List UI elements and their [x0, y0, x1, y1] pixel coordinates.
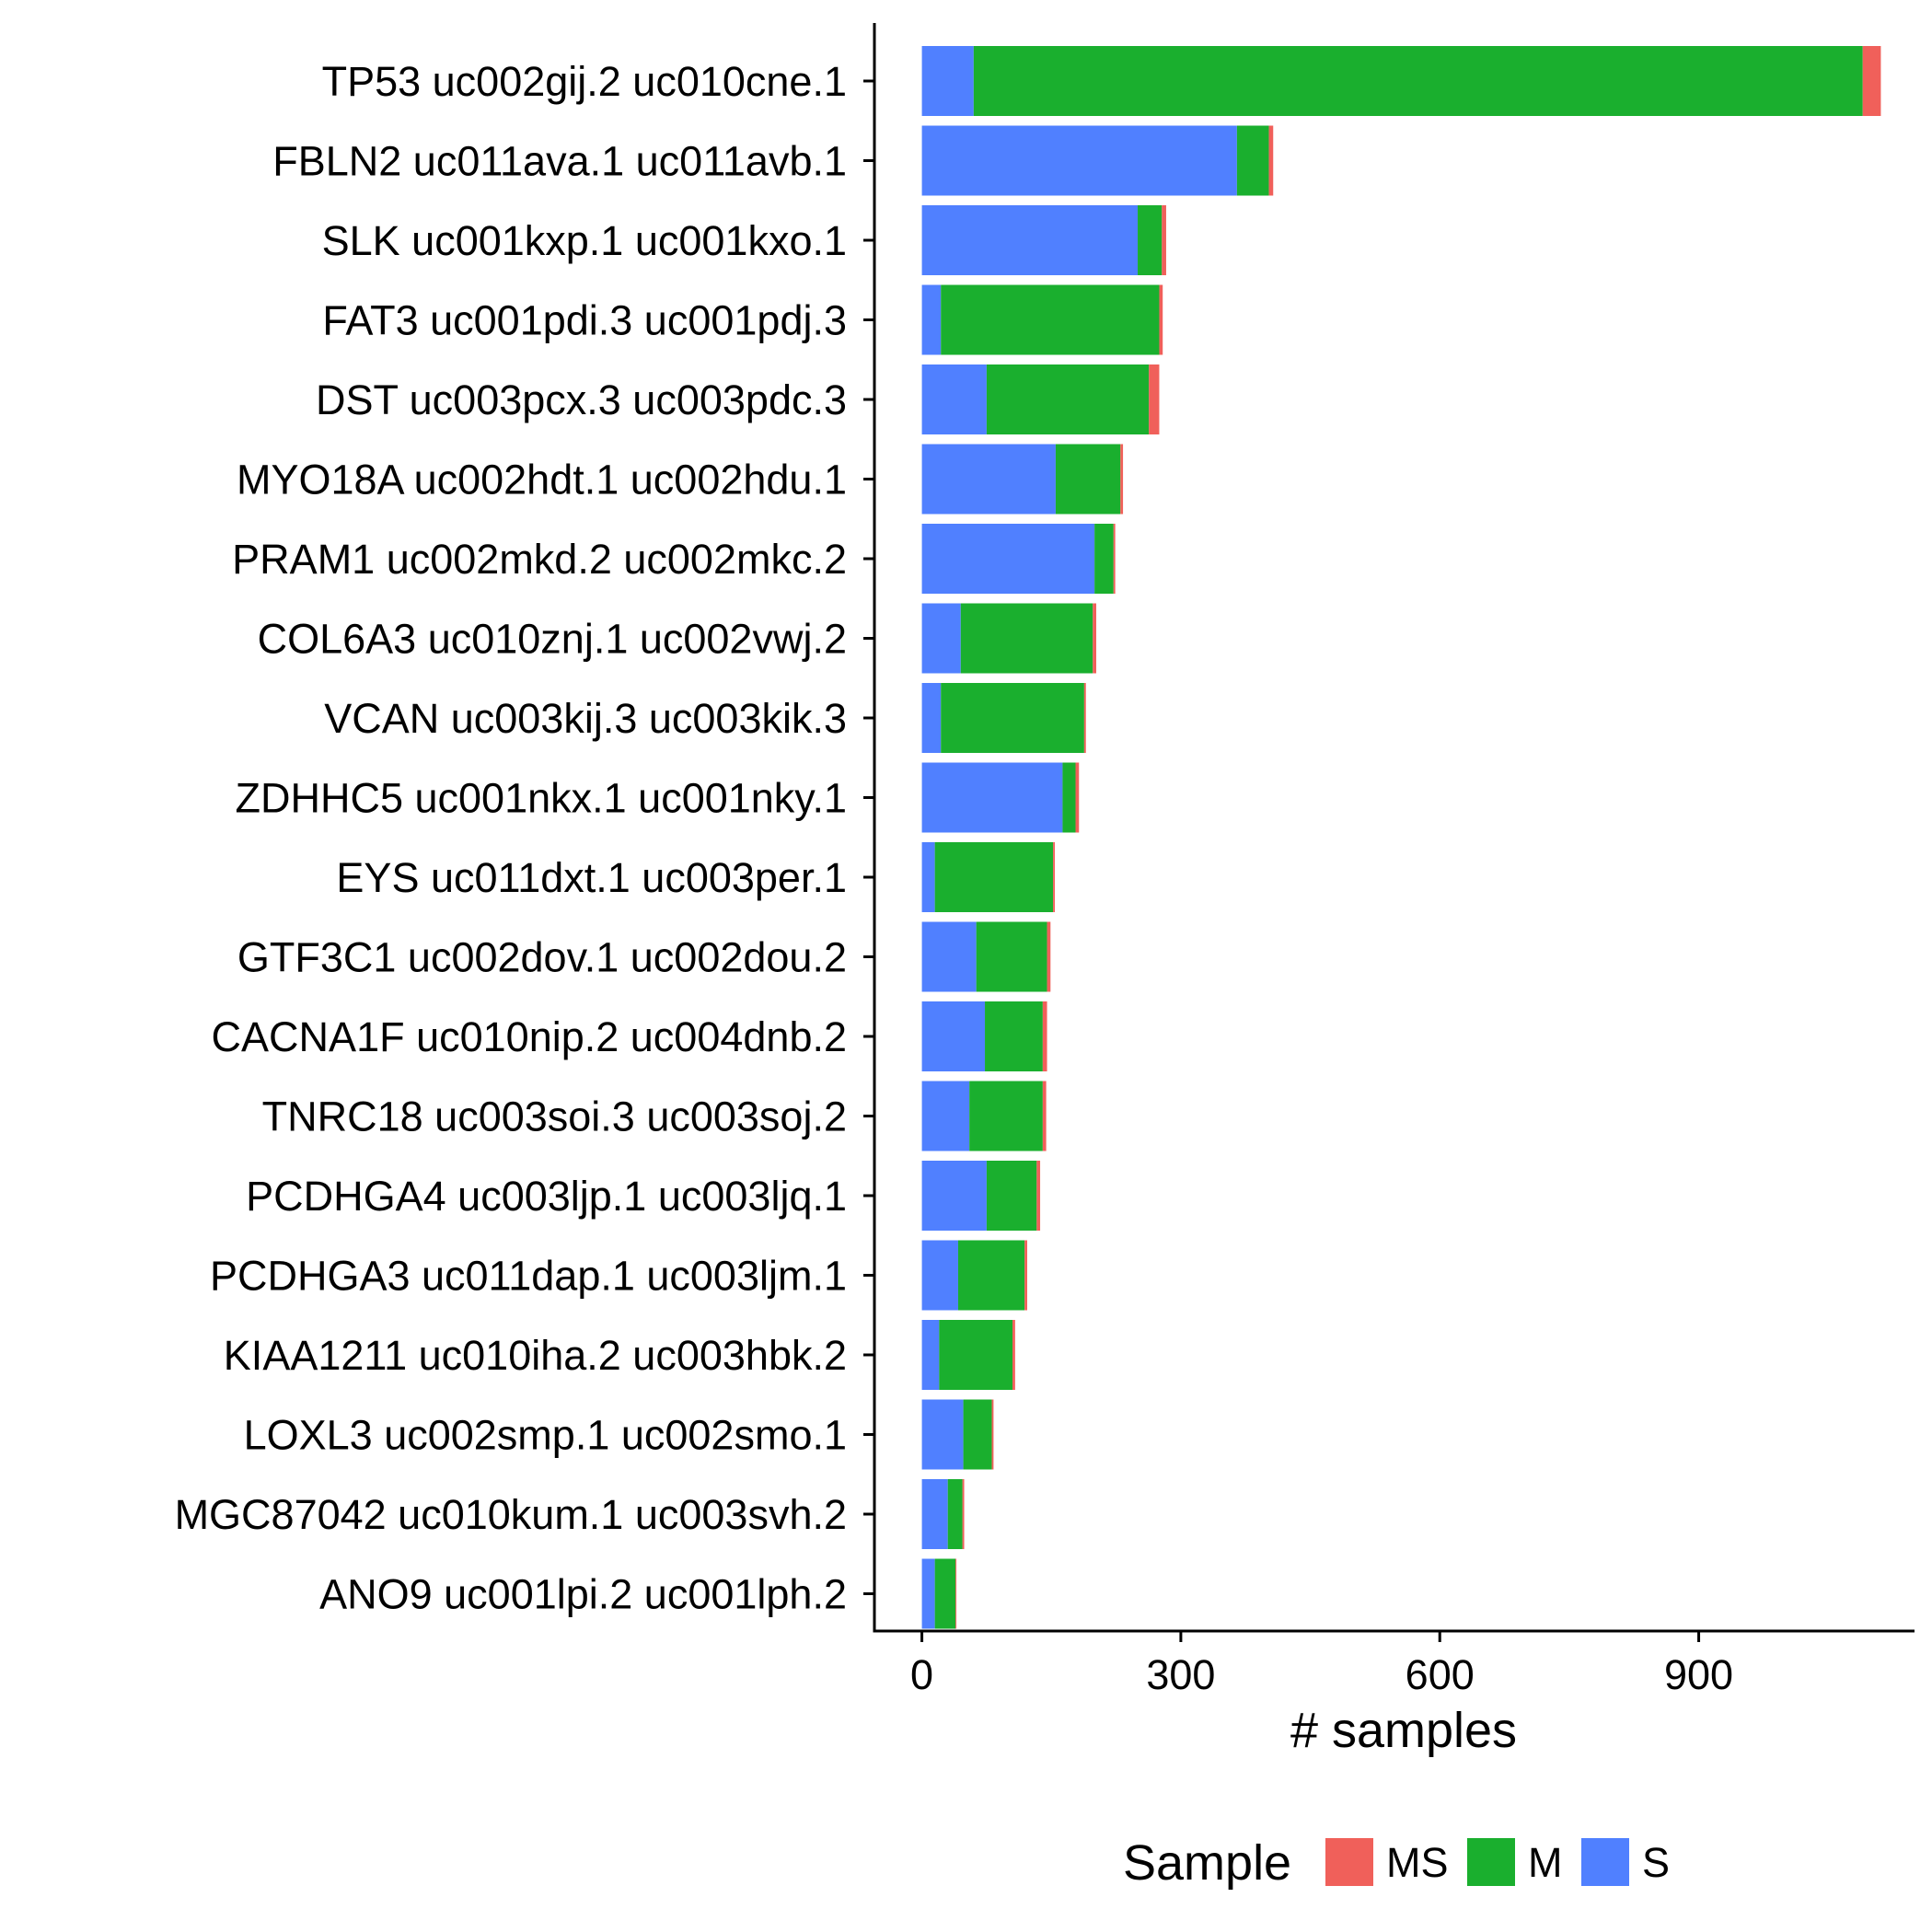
category-label: ZDHHC5 uc001nkx.1 uc001nky.1 — [236, 775, 848, 822]
legend: Sample MS M S — [1123, 1835, 1670, 1891]
bar-segment — [1083, 683, 1086, 753]
bar-segment — [1036, 1161, 1041, 1231]
legend-label-s: S — [1642, 1839, 1670, 1886]
bar-segment — [921, 205, 1139, 275]
bar-segment — [947, 1479, 963, 1549]
bar-segment — [1149, 364, 1160, 434]
bar-segment — [1120, 444, 1124, 515]
bar-segment — [986, 1161, 1037, 1231]
category-label: MYO18A uc002hdt.1 uc002hdu.1 — [237, 457, 847, 503]
bar-segment — [1138, 205, 1163, 275]
bar-segment — [921, 1558, 935, 1629]
bar-segment — [1075, 762, 1080, 833]
category-label: TNRC18 uc003soi.3 uc003soj.2 — [262, 1093, 847, 1140]
axes-layer — [863, 23, 1915, 1633]
bar-segment — [1047, 921, 1051, 992]
bar-segment — [1042, 1081, 1047, 1151]
bar-segment — [921, 524, 1095, 594]
category-label: GTF3C1 uc002dov.1 uc002dou.2 — [237, 934, 847, 981]
bar-segment — [973, 46, 1863, 116]
bar-segment — [941, 284, 1160, 355]
bar-segment — [921, 603, 961, 674]
bar-segment — [921, 842, 935, 912]
bar-segment — [921, 1081, 970, 1151]
category-label: SLK uc001kxp.1 uc001kxo.1 — [322, 217, 847, 264]
category-label: KIAA1211 uc010iha.2 uc003hbk.2 — [224, 1332, 847, 1379]
bar-segment — [991, 1399, 994, 1470]
legend-title: Sample — [1123, 1835, 1291, 1891]
bar-segment — [1268, 125, 1274, 196]
bar-segment — [969, 1081, 1043, 1151]
category-label: FAT3 uc001pdi.3 uc001pdj.3 — [322, 297, 847, 344]
bar-segment — [939, 1320, 1013, 1390]
bar-segment — [921, 1161, 987, 1231]
category-label: VCAN uc003kij.3 uc003kik.3 — [324, 695, 847, 742]
bar-segment — [921, 1399, 964, 1470]
legend-key-ms — [1325, 1838, 1373, 1886]
bar-segment — [962, 1479, 965, 1549]
x-tick-label: 600 — [1406, 1651, 1475, 1698]
bar-segment — [1113, 524, 1116, 594]
bar-segment — [921, 683, 942, 753]
category-label: EYS uc011dxt.1 uc003per.1 — [336, 854, 847, 901]
bar-segment — [985, 1001, 1043, 1071]
category-label: PCDHGA3 uc011dap.1 uc003ljm.1 — [210, 1253, 847, 1300]
category-label: LOXL3 uc002smp.1 uc002smo.1 — [244, 1412, 847, 1459]
category-labels: TP53 uc002gij.2 uc010cne.1 FBLN2 uc011ava… — [175, 58, 847, 1618]
bar-segment — [921, 125, 1237, 196]
category-label: FBLN2 uc011ava.1 uc011avb.1 — [272, 138, 847, 185]
legend-label-m: M — [1528, 1839, 1563, 1886]
x-tick-label: 900 — [1664, 1651, 1733, 1698]
bar-segment — [921, 921, 977, 992]
category-label: ANO9 uc001lpi.2 uc001lph.2 — [319, 1571, 847, 1618]
bar-segment — [963, 1399, 992, 1470]
bar-segment — [921, 444, 1056, 515]
legend-key-m — [1467, 1838, 1515, 1886]
bar-segment — [921, 1001, 986, 1071]
x-tick-label: 0 — [910, 1651, 933, 1698]
x-tick-label: 300 — [1146, 1651, 1215, 1698]
category-label: TP53 uc002gij.2 uc010cne.1 — [322, 58, 847, 105]
bar-segment — [921, 364, 987, 434]
bar-segment — [955, 1558, 957, 1629]
bar-segment — [1024, 1240, 1027, 1311]
bar-segment — [1062, 762, 1076, 833]
bar-segment — [986, 364, 1150, 434]
bar-segment — [921, 284, 942, 355]
bar-segment — [921, 762, 1063, 833]
bar-segment — [941, 683, 1084, 753]
legend-label-ms: MS — [1386, 1839, 1449, 1886]
bar-segment — [1862, 46, 1881, 116]
category-label: PCDHGA4 uc003ljp.1 uc003ljq.1 — [246, 1173, 847, 1220]
bar-segment — [1236, 125, 1269, 196]
category-label: COL6A3 uc010znj.1 uc002vwj.2 — [258, 616, 847, 663]
bar-segment — [957, 1240, 1025, 1311]
x-axis-title: # samples — [1290, 1703, 1517, 1758]
x-axis-ticks: 0 300 600 900 — [910, 1631, 1733, 1698]
bar-segment — [976, 921, 1047, 992]
bar-segment — [1042, 1001, 1047, 1071]
bar-segment — [921, 1320, 940, 1390]
bar-segment — [921, 1479, 948, 1549]
bar-segment — [934, 1558, 956, 1629]
bar-segment — [960, 603, 1093, 674]
bar-segment — [934, 842, 1054, 912]
bar-segment — [1055, 444, 1121, 515]
bar-segment — [1094, 524, 1114, 594]
bar-segment — [1159, 284, 1163, 355]
category-label: MGC87042 uc010kum.1 uc003svh.2 — [175, 1491, 847, 1538]
bar-segment — [1053, 842, 1055, 912]
bars-layer — [921, 46, 1881, 1629]
bar-segment — [921, 1240, 958, 1311]
legend-key-s — [1581, 1838, 1629, 1886]
category-label: PRAM1 uc002mkd.2 uc002mkc.2 — [232, 536, 847, 583]
bar-segment — [1162, 205, 1166, 275]
bar-segment — [1012, 1320, 1015, 1390]
category-label: CACNA1F uc010nip.2 uc004dnb.2 — [212, 1013, 847, 1060]
bar-segment — [921, 46, 974, 116]
category-label: DST uc003pcx.3 uc003pdc.3 — [316, 376, 847, 423]
bar-segment — [1093, 603, 1096, 674]
